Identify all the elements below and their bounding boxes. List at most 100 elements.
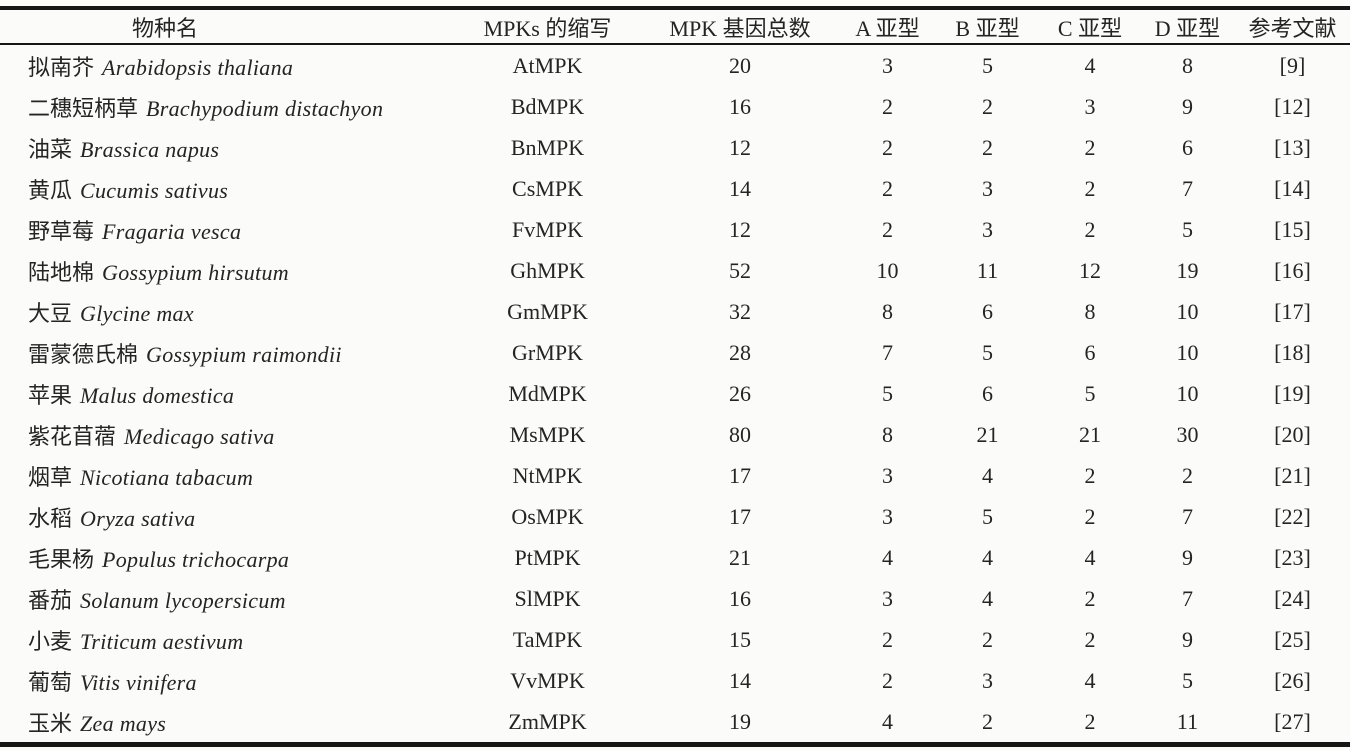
column-header-subtype-b: B 亚型	[935, 8, 1040, 45]
subtype-b-cell: 6	[982, 380, 993, 406]
subtype-c-cell: 4	[1084, 544, 1096, 570]
subtype-d-cell: 6	[1182, 134, 1193, 160]
subtype-a-cell: 5	[882, 380, 893, 406]
species-latin-name: Oryza sativa	[80, 505, 196, 531]
subtype-c-cell: 4	[1084, 52, 1096, 78]
table-row: 毛果杨 Populus trichocarpa PtMPK 21 4 4 4 9 [23]	[0, 537, 1350, 578]
subtype-c-cell: 2	[1084, 503, 1096, 529]
subtype-b-cell: 21	[976, 421, 999, 447]
species-cell: 番茄 Solanum lycopersicum	[0, 578, 455, 619]
reference-cell: [19]	[1274, 380, 1311, 406]
subtype-a-cell: 3	[882, 52, 893, 78]
table-row: 野草莓 Fragaria vesca FvMPK 12 2 3 2 5 [15]	[0, 209, 1350, 250]
reference-cell: [15]	[1274, 216, 1311, 242]
subtype-d-cell: 10	[1176, 298, 1199, 324]
abbr-cell: GhMPK	[510, 257, 585, 283]
species-latin-name: Brassica napus	[80, 136, 220, 162]
subtype-a-cell: 7	[882, 339, 893, 365]
species-cell: 大豆 Glycine max	[0, 291, 455, 332]
subtype-b-cell: 2	[982, 93, 993, 119]
subtype-c-cell: 6	[1084, 339, 1096, 365]
total-genes-cell: 15	[729, 626, 751, 652]
reference-cell: [18]	[1274, 339, 1311, 365]
subtype-d-cell: 10	[1176, 380, 1199, 406]
abbr-cell: CsMPK	[512, 175, 583, 201]
subtype-b-cell: 2	[982, 134, 993, 160]
species-chinese-name: 小麦	[28, 628, 73, 654]
species-latin-name: Fragaria vesca	[102, 218, 242, 244]
total-genes-cell: 12	[729, 216, 751, 242]
abbr-cell: OsMPK	[511, 503, 584, 529]
total-genes-cell: 26	[729, 380, 751, 406]
abbr-cell: MdMPK	[508, 380, 587, 406]
species-chinese-name: 毛果杨	[28, 546, 95, 572]
subtype-a-cell: 2	[882, 626, 893, 652]
subtype-c-cell: 8	[1084, 298, 1096, 324]
species-latin-name: Vitis vinifera	[80, 669, 197, 695]
species-latin-name: Gossypium raimondii	[146, 341, 342, 367]
abbr-cell: BnMPK	[510, 134, 585, 160]
species-latin-name: Medicago sativa	[124, 423, 275, 449]
species-chinese-name: 陆地棉	[28, 259, 95, 285]
abbr-cell: GrMPK	[512, 339, 583, 365]
total-genes-cell: 16	[729, 585, 751, 611]
total-genes-cell: 20	[729, 52, 751, 78]
species-cell: 小麦 Triticum aestivum	[0, 619, 455, 660]
species-cell: 陆地棉 Gossypium hirsutum	[0, 250, 455, 291]
species-latin-name: Glycine max	[80, 300, 194, 326]
subtype-b-cell: 3	[982, 216, 993, 242]
species-chinese-name: 二穗短柄草	[28, 95, 139, 121]
header-row: 物种名 MPKs 的缩写 MPK 基因总数 A 亚型 B 亚型 C 亚型 D 亚…	[0, 8, 1350, 45]
subtype-c-cell: 2	[1084, 585, 1096, 611]
subtype-c-cell: 2	[1084, 462, 1096, 488]
column-header-subtype-d: D 亚型	[1140, 8, 1235, 45]
column-header-subtype-c: C 亚型	[1040, 8, 1140, 45]
total-genes-cell: 16	[729, 93, 751, 119]
subtype-a-cell: 2	[882, 93, 893, 119]
reference-cell: [22]	[1274, 503, 1311, 529]
subtype-a-cell: 2	[882, 216, 893, 242]
total-genes-cell: 17	[729, 462, 751, 488]
reference-cell: [9]	[1279, 52, 1306, 78]
species-latin-name: Arabidopsis thaliana	[102, 54, 294, 80]
species-chinese-name: 玉米	[28, 710, 73, 736]
subtype-a-cell: 2	[882, 175, 893, 201]
species-chinese-name: 大豆	[28, 300, 73, 326]
subtype-d-cell: 9	[1182, 544, 1193, 570]
reference-cell: [13]	[1274, 134, 1311, 160]
table-row: 小麦 Triticum aestivum TaMPK 15 2 2 2 9 [25]	[0, 619, 1350, 660]
species-latin-name: Nicotiana tabacum	[80, 464, 254, 490]
abbr-cell: ZmMPK	[508, 708, 587, 734]
abbr-cell: VvMPK	[510, 667, 585, 693]
subtype-a-cell: 4	[882, 708, 893, 734]
table-row: 黄瓜 Cucumis sativus CsMPK 14 2 3 2 7 [14]	[0, 168, 1350, 209]
species-chinese-name: 雷蒙德氏棉	[28, 341, 139, 367]
reference-cell: [25]	[1274, 626, 1311, 652]
subtype-c-cell: 3	[1084, 93, 1096, 119]
reference-cell: [26]	[1274, 667, 1311, 693]
species-cell: 烟草 Nicotiana tabacum	[0, 455, 455, 496]
column-header-subtype-a: A 亚型	[840, 8, 935, 45]
subtype-b-cell: 2	[982, 708, 993, 734]
abbr-cell: MsMPK	[509, 421, 586, 447]
species-chinese-name: 黄瓜	[28, 177, 73, 203]
column-header-reference: 参考文献	[1235, 8, 1350, 45]
subtype-a-cell: 3	[882, 503, 893, 529]
subtype-b-cell: 2	[982, 626, 993, 652]
table-row: 紫花苜蓿 Medicago sativa MsMPK 80 8 21 21 30 [20]	[0, 414, 1350, 455]
subtype-a-cell: 3	[882, 585, 893, 611]
subtype-a-cell: 8	[882, 421, 893, 447]
table-row: 拟南芥 Arabidopsis thaliana AtMPK 20 3 5 4 8 [9]	[0, 44, 1350, 86]
subtype-d-cell: 2	[1182, 462, 1193, 488]
subtype-a-cell: 2	[882, 667, 893, 693]
table-row: 二穗短柄草 Brachypodium distachyon BdMPK 16 2 2 3 9 […	[0, 86, 1350, 127]
abbr-cell: SlMPK	[514, 585, 581, 611]
total-genes-cell: 12	[729, 134, 751, 160]
species-cell: 葡萄 Vitis vinifera	[0, 660, 455, 701]
table-row: 雷蒙德氏棉 Gossypium raimondii GrMPK 28 7 5 6 10 [18]	[0, 332, 1350, 373]
table-row: 玉米 Zea mays ZmMPK 19 4 2 2 11 [27]	[0, 701, 1350, 745]
subtype-d-cell: 19	[1176, 257, 1199, 283]
species-cell: 毛果杨 Populus trichocarpa	[0, 537, 455, 578]
subtype-c-cell: 21	[1079, 421, 1101, 447]
